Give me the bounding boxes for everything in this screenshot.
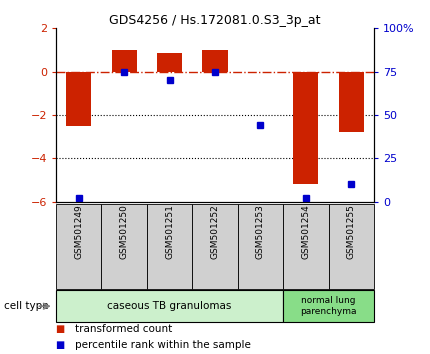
Text: caseous TB granulomas: caseous TB granulomas xyxy=(108,301,232,311)
Text: GSM501251: GSM501251 xyxy=(165,204,174,259)
Bar xyxy=(203,50,227,72)
Text: cell type: cell type xyxy=(4,301,49,311)
Text: GSM501250: GSM501250 xyxy=(120,204,129,259)
Text: GSM501254: GSM501254 xyxy=(301,204,310,259)
Text: GSM501252: GSM501252 xyxy=(211,204,219,259)
Bar xyxy=(339,72,364,132)
Text: percentile rank within the sample: percentile rank within the sample xyxy=(75,340,251,350)
Text: ■: ■ xyxy=(55,340,65,350)
Title: GDS4256 / Hs.172081.0.S3_3p_at: GDS4256 / Hs.172081.0.S3_3p_at xyxy=(109,14,321,27)
Text: GSM501255: GSM501255 xyxy=(347,204,356,259)
Bar xyxy=(157,53,182,72)
Text: GSM501249: GSM501249 xyxy=(74,204,83,259)
Text: transformed count: transformed count xyxy=(75,324,172,334)
Text: ■: ■ xyxy=(55,324,65,334)
Bar xyxy=(112,50,137,72)
Bar xyxy=(66,72,91,126)
Text: GSM501253: GSM501253 xyxy=(256,204,265,259)
Text: normal lung
parenchyma: normal lung parenchyma xyxy=(301,296,357,316)
Bar xyxy=(293,72,318,184)
